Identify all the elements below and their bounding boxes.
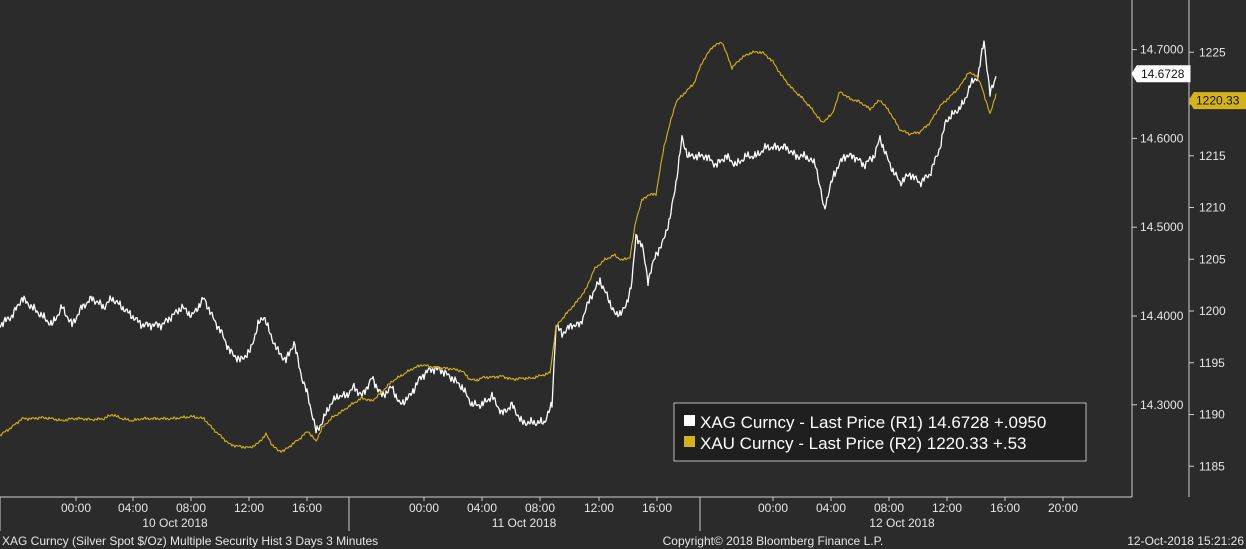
xag-last-price-tag bbox=[1131, 65, 1191, 83]
xau-last-price-label: 1220.33 bbox=[1196, 94, 1240, 108]
footer-security-description: XAG Curncy (Silver Spot $/Oz) Multiple S… bbox=[2, 534, 378, 548]
legend: XAG Curncy - Last Price (R1) 14.6728 +.0… bbox=[673, 402, 1087, 462]
left-axis-tick-label: 14.6000 bbox=[1140, 131, 1184, 145]
legend-box bbox=[673, 402, 1087, 462]
right-axis-tick-label: 1205 bbox=[1199, 252, 1226, 266]
date-label: 12 Oct 2018 bbox=[869, 516, 935, 530]
time-tick-label: 00:00 bbox=[409, 501, 439, 515]
axis-layer: 14.3000 14.4000 14.5000 14.6000 14.7000 1185 1… bbox=[0, 0, 1246, 531]
footer-timestamp: 12-Oct-2018 15:21:26 bbox=[1127, 534, 1244, 548]
time-tick-label: 00:00 bbox=[758, 501, 788, 515]
left-axis-tick-label: 14.4000 bbox=[1140, 309, 1184, 323]
left-axis-tick-label: 14.7000 bbox=[1140, 43, 1184, 57]
footer: XAG Curncy (Silver Spot $/Oz) Multiple S… bbox=[2, 534, 1244, 548]
right-axis-tick-label: 1195 bbox=[1199, 356, 1225, 370]
xau-last-price-tag bbox=[1188, 92, 1246, 110]
time-tick-label: 08:00 bbox=[525, 501, 555, 515]
footer-copyright: Copyright© 2018 Bloomberg Finance L.P. bbox=[663, 534, 884, 548]
left-axis-tick-label: 14.5000 bbox=[1140, 220, 1184, 234]
plot-lines bbox=[0, 40, 997, 453]
xag-last-price-label: 14.6728 bbox=[1141, 67, 1185, 81]
time-tick-label: 04:00 bbox=[118, 501, 148, 515]
legend-swatch-xag bbox=[684, 415, 695, 426]
date-label: 10 Oct 2018 bbox=[142, 516, 208, 530]
time-tick-label: 20:00 bbox=[1048, 501, 1078, 515]
time-tick-label: 08:00 bbox=[874, 501, 904, 515]
time-tick-label: 04:00 bbox=[816, 501, 846, 515]
time-tick-label: 04:00 bbox=[467, 501, 497, 515]
time-tick-label: 12:00 bbox=[234, 501, 264, 515]
time-tick-label: 16:00 bbox=[642, 501, 672, 515]
legend-entry-xau: XAU Curncy - Last Price (R2) 1220.33 +.5… bbox=[700, 434, 1026, 453]
time-tick-label: 12:00 bbox=[584, 501, 614, 515]
time-tick-label: 16:00 bbox=[292, 501, 322, 515]
xag-series-line bbox=[0, 40, 997, 434]
right-axis-tick-label: 1190 bbox=[1199, 408, 1225, 422]
date-label: 11 Oct 2018 bbox=[492, 516, 557, 530]
xau-series-line bbox=[0, 41, 997, 453]
time-tick-label: 12:00 bbox=[932, 501, 962, 515]
time-tick-label: 00:00 bbox=[61, 501, 91, 515]
right-axis-tick-label: 1225 bbox=[1199, 45, 1226, 59]
time-tick-label: 08:00 bbox=[176, 501, 206, 515]
right-axis-tick-label: 1210 bbox=[1199, 201, 1226, 215]
legend-swatch-xau bbox=[684, 436, 695, 447]
right-axis-tick-label: 1200 bbox=[1199, 304, 1226, 318]
legend-entry-xag: XAG Curncy - Last Price (R1) 14.6728 +.0… bbox=[700, 413, 1046, 432]
time-tick-label: 16:00 bbox=[990, 501, 1020, 515]
right-axis-tick-label: 1185 bbox=[1199, 459, 1225, 473]
left-axis-tick-label: 14.3000 bbox=[1140, 398, 1184, 412]
right-axis-tick-label: 1215 bbox=[1199, 149, 1226, 163]
